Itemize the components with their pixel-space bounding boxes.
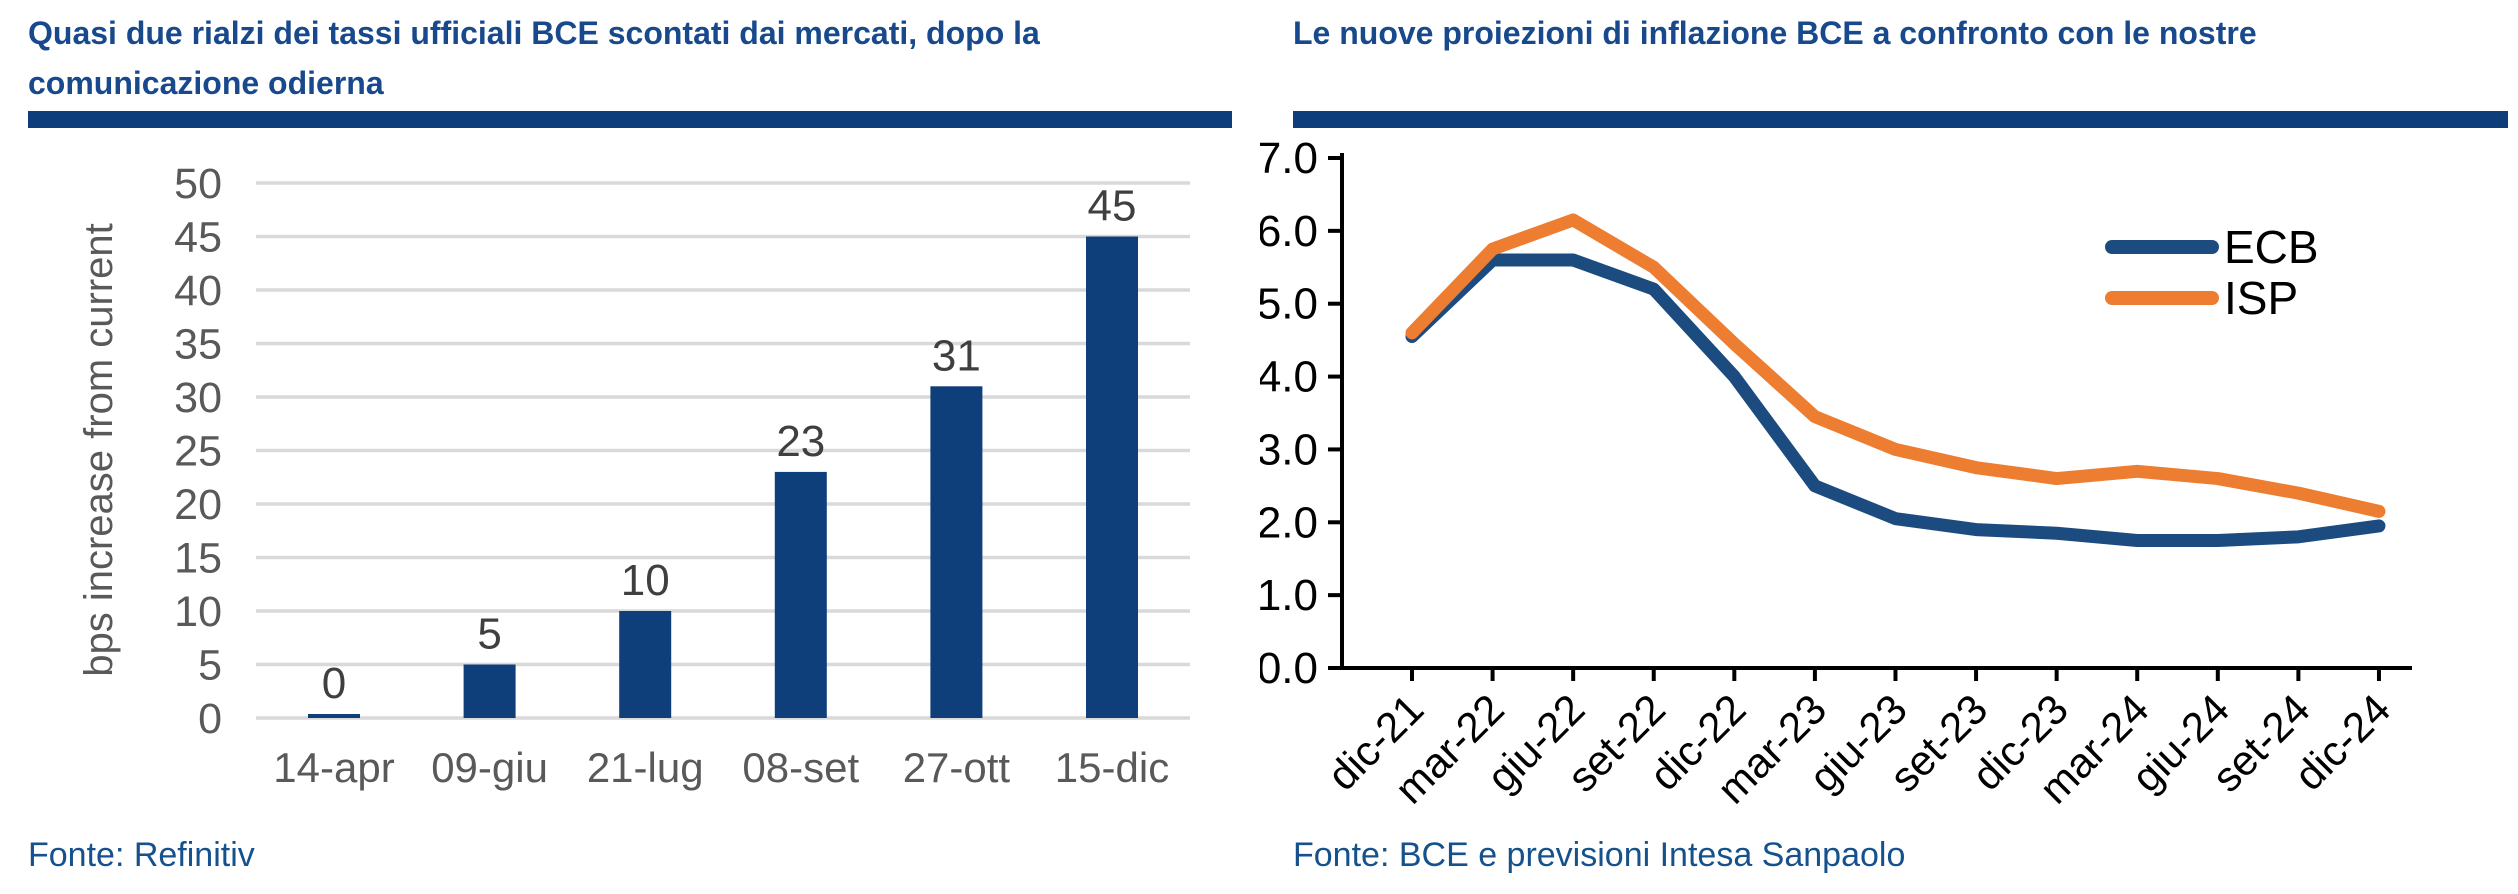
left-xtick-labels: 14-apr 09-giu 21-lug 08-set 27-ott 15-dic xyxy=(273,744,1169,791)
ytick-label: 0 xyxy=(198,695,222,743)
ytick-label: 45 xyxy=(174,214,222,262)
ytick-label: 5 xyxy=(198,642,222,690)
bar xyxy=(1086,236,1138,718)
xtick-label: 14-apr xyxy=(273,744,394,791)
left-bars xyxy=(308,236,1138,718)
ytick-label: 7.0 xyxy=(1260,134,1318,183)
bar-data-label: 10 xyxy=(621,556,670,605)
xtick-label: 21-lug xyxy=(587,744,704,791)
bar xyxy=(774,471,827,718)
left-chart-title: Quasi due rialzi dei tassi ufficiali BCE… xyxy=(28,8,1258,108)
right-chart-title: Le nuove proiezioni di inflazione BCE a … xyxy=(1293,8,2518,58)
bar-data-label: 23 xyxy=(776,417,825,466)
legend-label-isp: ISP xyxy=(2224,272,2298,324)
right-series-lines xyxy=(1405,213,2386,548)
left-chart-title-line1: Quasi due rialzi dei tassi ufficiali BCE… xyxy=(28,15,1040,51)
left-source-caption: Fonte: Refinitiv xyxy=(28,836,255,874)
xtick-label: 27-ott xyxy=(903,744,1011,791)
xtick-label: 09-giu xyxy=(431,744,548,791)
bar-data-label: 45 xyxy=(1088,182,1137,231)
bar xyxy=(308,714,360,718)
ytick-label: 3.0 xyxy=(1260,425,1318,474)
ytick-label: 40 xyxy=(174,267,222,315)
right-chart-title-line1: Le nuove proiezioni di inflazione BCE a … xyxy=(1293,15,2257,51)
bar-chart: 0 5 10 15 20 25 30 35 40 45 50 0 5 10 23 31 45 14-apr 09… xyxy=(77,160,1190,791)
ytick-label: 4.0 xyxy=(1260,353,1318,402)
ytick-label: 0.0 xyxy=(1260,644,1318,693)
ytick-label: 50 xyxy=(174,160,222,208)
right-xtick-marks-and-labels: dic-21mar-22giu-22set-22dic-22mar-23giu-… xyxy=(1318,668,2399,812)
left-ytick-labels: 0 5 10 15 20 25 30 35 40 45 50 xyxy=(174,160,222,743)
xtick-label: 08-set xyxy=(742,744,859,791)
bar xyxy=(619,611,672,718)
legend-label-ecb: ECB xyxy=(2224,221,2319,273)
bar xyxy=(930,386,983,718)
line-chart: 0.0 1.0 2.0 3.0 4.0 5.0 6.0 7.0 dic-21mar-22giu… xyxy=(1260,134,2412,812)
ytick-label: 25 xyxy=(174,428,222,476)
ytick-label: 1.0 xyxy=(1260,571,1318,620)
ytick-label: 35 xyxy=(174,321,222,369)
bar-data-label: 5 xyxy=(477,610,501,659)
ytick-label: 5.0 xyxy=(1260,280,1318,329)
right-title-underline-bar xyxy=(1293,111,2508,128)
right-source-caption: Fonte: BCE e previsioni Intesa Sanpaolo xyxy=(1293,836,1906,874)
left-chart-title-line2: comunicazione odierna xyxy=(28,65,384,101)
left-gridlines xyxy=(256,181,1190,720)
left-y-axis-title: bps increase from current xyxy=(77,223,121,677)
ytick-label: 30 xyxy=(174,374,222,422)
ytick-label: 15 xyxy=(174,535,222,583)
ytick-label: 6.0 xyxy=(1260,207,1318,256)
bar-data-label: 31 xyxy=(932,331,981,380)
left-bar-data-labels: 0 5 10 23 31 45 xyxy=(322,182,1137,709)
ytick-label: 20 xyxy=(174,481,222,529)
bar xyxy=(463,664,516,718)
ytick-label: 10 xyxy=(174,588,222,636)
xtick-label: 15-dic xyxy=(1055,744,1169,791)
ytick-label: 2.0 xyxy=(1260,498,1318,547)
series-line-isp xyxy=(1405,213,2386,518)
left-title-underline-bar xyxy=(28,111,1232,128)
right-ytick-marks-and-labels: 0.0 1.0 2.0 3.0 4.0 5.0 6.0 7.0 xyxy=(1260,134,1342,693)
series-line-ecb xyxy=(1405,253,2386,548)
bar-data-label: 0 xyxy=(322,659,346,708)
